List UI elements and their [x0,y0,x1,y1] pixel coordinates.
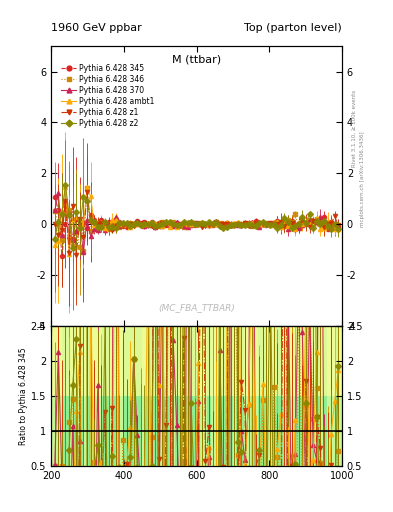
Bar [160,326,164,466]
Bar [244,326,248,466]
Legend: Pythia 6.428 345, Pythia 6.428 346, Pythia 6.428 370, Pythia 6.428 ambt1, Pythia: Pythia 6.428 345, Pythia 6.428 346, Pyth… [58,61,158,131]
Bar [120,326,124,466]
Bar [84,326,87,466]
Text: Rivet 3.1.10, ≥ 100k events: Rivet 3.1.10, ≥ 100k events [352,90,357,166]
Bar [291,326,295,466]
Bar [331,326,335,466]
Bar [69,326,73,466]
Bar [215,326,219,466]
Bar [182,326,185,466]
Bar [327,326,331,466]
Bar [51,326,342,396]
Bar [320,326,324,466]
Bar [109,326,113,466]
Bar [284,326,287,466]
Y-axis label: Ratio to Pythia 6.428 345: Ratio to Pythia 6.428 345 [19,347,28,445]
Text: Top (parton level): Top (parton level) [244,23,342,33]
Bar [313,326,316,466]
Bar [171,326,175,466]
Bar [77,326,80,466]
Bar [269,326,273,466]
Bar [55,326,59,466]
Text: 1960 GeV ppbar: 1960 GeV ppbar [51,23,142,33]
Text: mcplots.cern.ch [arXiv:1306.3436]: mcplots.cern.ch [arXiv:1306.3436] [360,132,365,227]
Bar [59,326,62,466]
Bar [233,326,237,466]
Bar [51,326,55,466]
Bar [306,326,309,466]
Bar [266,326,269,466]
Bar [51,326,342,466]
Bar [204,326,208,466]
Bar [200,326,204,466]
Bar [255,326,258,466]
Text: M (ttbar): M (ttbar) [172,54,221,65]
Bar [211,326,215,466]
Text: (MC_FBA_TTBAR): (MC_FBA_TTBAR) [158,303,235,312]
Bar [287,326,291,466]
Bar [142,326,146,466]
Bar [95,326,98,466]
Bar [338,326,342,466]
Bar [248,326,251,466]
Bar [98,326,102,466]
Bar [91,326,95,466]
Bar [302,326,306,466]
